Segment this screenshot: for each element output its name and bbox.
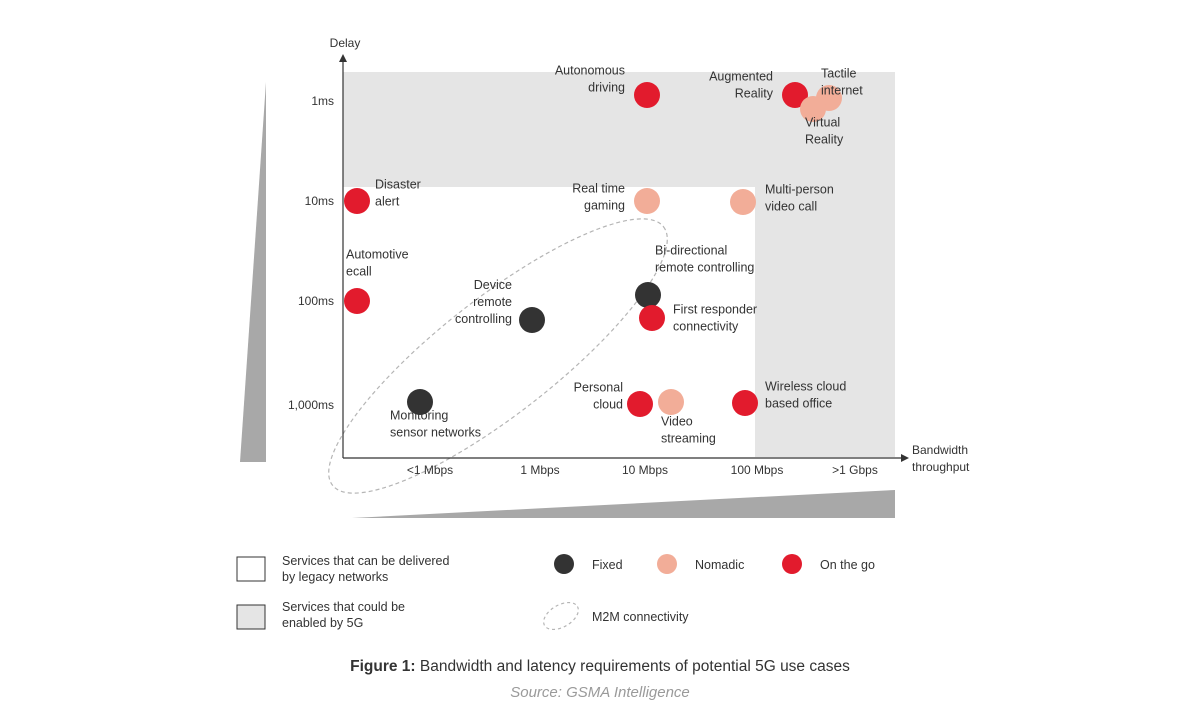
point-tactile-internet-label: internet (821, 84, 863, 98)
point-disaster-alert (344, 188, 370, 214)
figure-source: Source: GSMA Intelligence (510, 684, 690, 701)
figure-caption: Figure 1: Bandwidth and latency requirem… (0, 658, 1200, 676)
point-labels: Autonomous driving Augmented Reality Tactile… (346, 64, 863, 446)
point-virtual-reality-label: Virtual (805, 116, 840, 130)
point-monitoring-sensor-networks-label: Monitoring (390, 409, 448, 423)
fiveg-region-high-bandwidth (755, 187, 895, 457)
y-ticks: 1ms 10ms 100ms 1,000ms (288, 94, 334, 412)
legend-label-m2m: M2M connectivity (592, 610, 689, 624)
point-augmented-reality-label: Augmented (709, 70, 773, 84)
bandwidth-wedge (352, 490, 895, 518)
point-device-remote-controlling-label: controlling (455, 312, 512, 326)
point-monitoring-sensor-networks (407, 389, 433, 415)
point-automotive-ecall-label: ecall (346, 265, 372, 279)
point-personal-cloud (627, 391, 653, 417)
point-real-time-gaming-label: gaming (584, 199, 625, 213)
point-real-time-gaming-label: Real time (572, 182, 625, 196)
legend-marker-fixed (554, 554, 574, 574)
point-virtual-reality-label: Reality (805, 133, 844, 147)
point-bi-directional-remote-controlling-label: remote controlling (655, 261, 754, 275)
legend-marker-m2m (543, 601, 579, 631)
point-virtual-reality (800, 96, 826, 122)
point-tactile-internet-label: Tactile (821, 67, 856, 81)
legend-label-legacy-line-2: by legacy networks (282, 570, 388, 584)
data-points (344, 82, 842, 417)
point-bi-directional-remote-controlling (635, 282, 661, 308)
point-disaster-alert-label: alert (375, 195, 400, 209)
legend-label-5g-line-1: Services that could be (282, 600, 405, 614)
point-automotive-ecall-label: Automotive (346, 248, 409, 262)
legend-swatch-5g (236, 604, 266, 630)
point-device-remote-controlling (519, 307, 545, 333)
x-ticks: <1 Mbps 1 Mbps 10 Mbps 100 Mbps >1 Gbps (407, 463, 878, 477)
point-wireless-cloud-based-office-label: based office (765, 397, 832, 411)
x-tick-label: >1 Gbps (832, 463, 878, 477)
legend: Services that can be delivered by legacy… (236, 554, 875, 631)
point-video-streaming-label: Video (661, 415, 693, 429)
x-tick-label: <1 Mbps (407, 463, 453, 477)
point-augmented-reality (782, 82, 808, 108)
point-multi-person-video-call-label: Multi-person (765, 183, 834, 197)
point-device-remote-controlling-label: remote (473, 295, 512, 309)
point-multi-person-video-call (730, 189, 756, 215)
x-tick-label: 10 Mbps (622, 463, 668, 477)
point-bi-directional-remote-controlling-label: Bi-directional (655, 244, 727, 258)
point-autonomous-driving-label: Autonomous (555, 64, 625, 78)
point-device-remote-controlling-label: Device (474, 278, 512, 292)
point-personal-cloud-label: cloud (593, 398, 623, 412)
figure-caption-prefix: Figure 1: (350, 658, 416, 675)
x-axis-title-line-2: throughput (912, 460, 970, 474)
point-first-responder-connectivity-label: connectivity (673, 320, 739, 334)
point-multi-person-video-call-label: video call (765, 200, 817, 214)
point-real-time-gaming (634, 188, 660, 214)
point-first-responder-connectivity (639, 305, 665, 331)
point-autonomous-driving (634, 82, 660, 108)
y-axis-title: Delay (330, 36, 361, 50)
point-personal-cloud-label: Personal (574, 381, 623, 395)
y-tick-label: 1ms (311, 94, 334, 108)
figure-caption-text: Bandwidth and latency requirements of po… (415, 658, 850, 675)
point-wireless-cloud-based-office-label: Wireless cloud (765, 380, 846, 394)
point-first-responder-connectivity-label: First responder (673, 303, 757, 317)
point-monitoring-sensor-networks-label: sensor networks (390, 426, 481, 440)
x-tick-label: 1 Mbps (520, 463, 559, 477)
x-axis-title-line-1: Bandwidth (912, 443, 968, 457)
legend-marker-nomadic (657, 554, 677, 574)
y-tick-label: 1,000ms (288, 398, 334, 412)
point-augmented-reality-label: Reality (735, 87, 774, 101)
point-autonomous-driving-label: driving (588, 81, 625, 95)
point-video-streaming-label: streaming (661, 432, 716, 446)
y-tick-label: 10ms (305, 194, 334, 208)
point-video-streaming (658, 389, 684, 415)
legend-label-on-the-go: On the go (820, 558, 875, 572)
legend-label-5g-line-2: enabled by 5G (282, 616, 363, 630)
legend-label-fixed: Fixed (592, 558, 623, 572)
point-disaster-alert-label: Disaster (375, 178, 421, 192)
legend-label-legacy-line-1: Services that can be delivered (282, 554, 450, 568)
m2m-ellipse (328, 218, 668, 494)
latency-wedge (240, 82, 266, 462)
point-automotive-ecall (344, 288, 370, 314)
legend-marker-on-the-go (782, 554, 802, 574)
x-tick-label: 100 Mbps (731, 463, 784, 477)
point-wireless-cloud-based-office (732, 390, 758, 416)
legend-swatch-legacy (236, 556, 266, 582)
legend-label-nomadic: Nomadic (695, 558, 744, 572)
y-tick-label: 100ms (298, 294, 334, 308)
chart: Delay Bandwidth throughput 1ms10ms100ms1… (236, 36, 970, 631)
